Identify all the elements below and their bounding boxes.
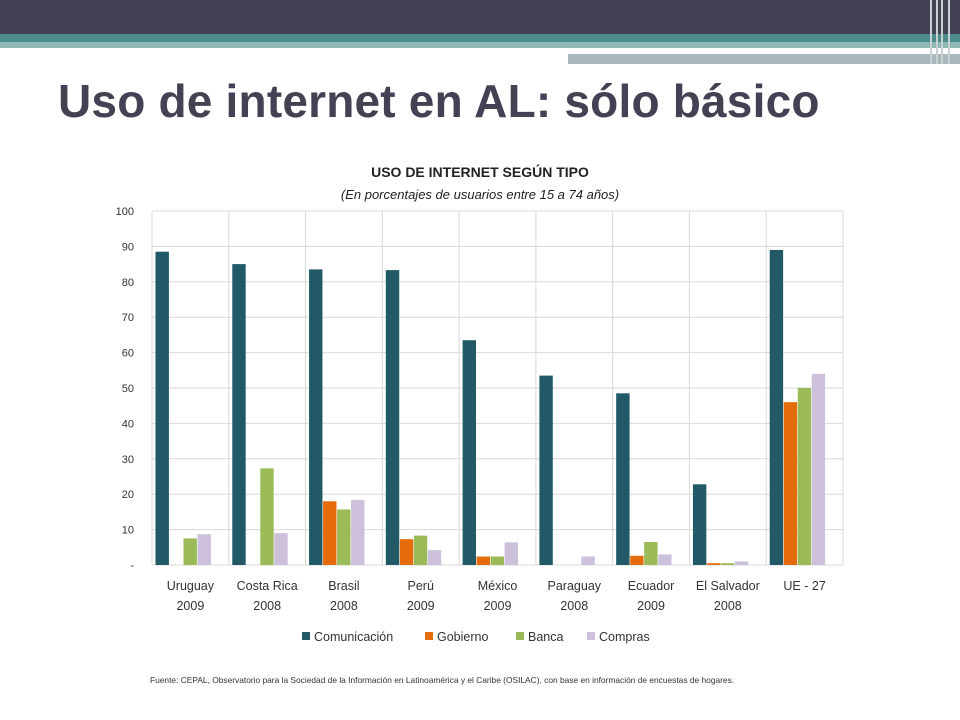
header-gray-strip	[568, 54, 960, 64]
bar	[155, 251, 169, 565]
bar	[183, 538, 197, 565]
legend-swatch	[587, 632, 595, 640]
x-tick-year: 2008	[560, 599, 588, 613]
y-tick-label: 40	[122, 418, 134, 430]
bar	[274, 533, 288, 565]
bar	[337, 509, 351, 565]
chart-title: USO DE INTERNET SEGÚN TIPO	[371, 163, 589, 180]
bar	[692, 484, 707, 565]
header-teal-stripe	[0, 34, 960, 42]
legend-entry: Gobierno	[437, 630, 488, 644]
legend-entry: Banca	[528, 630, 563, 644]
x-tick-year: 2009	[637, 599, 665, 613]
bar	[385, 270, 400, 565]
bar	[581, 556, 595, 565]
chart-subtitle: (En porcentajes de usuarios entre 15 a 7…	[341, 187, 619, 202]
x-tick-label: El Salvador	[696, 579, 760, 593]
bar	[323, 501, 337, 565]
bar	[783, 402, 798, 565]
bar	[658, 554, 672, 565]
bar	[462, 340, 477, 565]
x-tick-year: 2009	[176, 599, 204, 613]
legend-swatch	[302, 632, 310, 640]
source-note: Fuente: CEPAL, Observatorio para la Soci…	[150, 675, 735, 685]
x-tick-label: Uruguay	[167, 579, 215, 593]
x-tick-label: Paraguay	[548, 579, 602, 593]
bar	[399, 539, 414, 565]
bar	[734, 561, 749, 565]
header-light-stripe	[0, 42, 960, 48]
bar	[706, 563, 721, 565]
bar	[490, 556, 505, 565]
y-tick-label: 10	[122, 525, 134, 537]
bar	[197, 534, 211, 565]
header-decoration	[928, 0, 960, 64]
x-tick-label: México	[478, 579, 518, 593]
bar	[504, 542, 519, 565]
x-tick-year: 2008	[330, 599, 358, 613]
y-tick-label: 90	[122, 241, 134, 253]
y-tick-label: 80	[122, 277, 134, 289]
bar	[539, 375, 553, 565]
legend-entry: Compras	[599, 630, 650, 644]
bar	[616, 393, 630, 565]
y-tick-label: 60	[122, 348, 134, 360]
x-tick-label: Brasil	[328, 579, 359, 593]
y-tick-label: 100	[116, 206, 134, 218]
y-tick-label: 70	[122, 312, 134, 324]
x-tick-year: 2009	[484, 599, 512, 613]
bar	[232, 264, 246, 565]
legend-swatch	[425, 632, 433, 640]
x-tick-year: 2009	[407, 599, 435, 613]
x-tick-label: Ecuador	[628, 579, 675, 593]
bar	[644, 541, 658, 565]
bar	[476, 556, 491, 565]
x-tick-label: UE - 27	[783, 579, 825, 593]
x-tick-year: 2008	[714, 599, 742, 613]
slide-title: Uso de internet en AL: sólo básico	[58, 75, 820, 127]
bar	[630, 555, 644, 565]
bar	[797, 388, 812, 565]
bar	[427, 550, 442, 565]
legend-swatch	[516, 632, 524, 640]
bar	[309, 269, 323, 565]
y-tick-label: -	[130, 560, 134, 572]
y-tick-label: 20	[122, 489, 134, 501]
header-white-line	[568, 50, 888, 53]
legend-entry: Comunicación	[314, 630, 393, 644]
bar	[769, 249, 784, 565]
y-tick-label: 50	[122, 383, 134, 395]
bar	[351, 499, 365, 565]
header-band	[0, 0, 960, 34]
y-tick-label: 30	[122, 454, 134, 466]
bar	[260, 468, 274, 565]
bar	[811, 373, 826, 565]
x-tick-year: 2008	[253, 599, 281, 613]
x-tick-label: Perú	[408, 579, 434, 593]
bar	[720, 563, 735, 565]
x-tick-label: Costa Rica	[237, 579, 298, 593]
bar	[413, 535, 428, 565]
